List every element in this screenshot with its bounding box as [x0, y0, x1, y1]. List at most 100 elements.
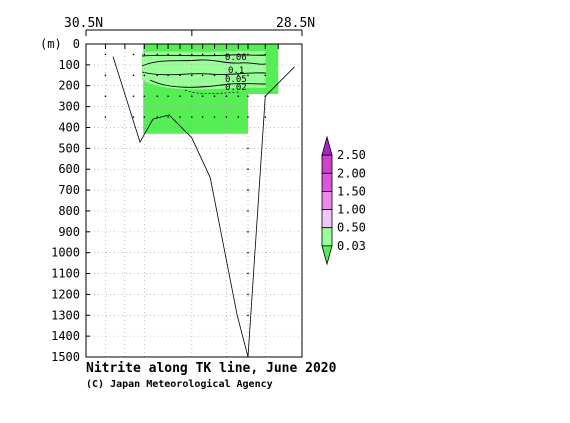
colorbar-label: 0.50 [337, 221, 366, 235]
plot-area: 0 100 200 300 400 500 600 700 800 900 1000 1100 1200… [51, 29, 303, 364]
y-tick-label: 200 [58, 79, 80, 93]
colorbar-segment [321, 227, 333, 247]
sample-point [247, 251, 249, 254]
sample-point [225, 74, 228, 77]
sample-point [201, 95, 204, 97]
sample-point [132, 116, 135, 118]
sample-point [191, 95, 193, 97]
colorbar-label: 1.00 [337, 203, 366, 217]
y-tick-label: 300 [58, 100, 80, 114]
sample-point [132, 95, 135, 97]
sample-point [156, 74, 159, 77]
sample-point [247, 272, 249, 275]
x-end-label: 28.5N [276, 16, 315, 31]
sample-point [179, 116, 181, 118]
sample-point [201, 53, 204, 56]
y-tick-label: 800 [58, 204, 80, 218]
sample-point [143, 74, 146, 77]
colorbar-segment [321, 209, 333, 229]
y-tick-label: 0 [73, 37, 80, 51]
sample-point [213, 116, 216, 118]
sample-point [213, 74, 216, 77]
sample-point [247, 189, 249, 191]
y-tick-label: 600 [58, 162, 80, 176]
sample-point [132, 53, 135, 56]
sample-point [143, 53, 146, 56]
sample-point [225, 95, 228, 97]
contour-line-4 [149, 79, 267, 88]
sample-point [104, 116, 107, 118]
credit-text: (C) Japan Meteorological Agency [86, 378, 273, 390]
sample-point [167, 116, 169, 118]
colorbar-arrow-top [321, 135, 333, 156]
plot-frame [85, 43, 303, 358]
y-tick-label: 400 [58, 120, 80, 134]
sample-point [264, 53, 267, 56]
sample-point [264, 116, 267, 118]
sample-point [213, 95, 216, 97]
sample-point [247, 116, 249, 118]
sample-point [237, 95, 240, 97]
chart-title: Nitrite along TK line, June 2020 [86, 361, 337, 376]
sample-point [191, 116, 193, 118]
sample-point [237, 53, 240, 56]
y-tick-label: 1000 [51, 246, 80, 260]
y-tick-label: 500 [58, 141, 80, 155]
colorbar: 2.50 2.00 1.50 1.00 0.50 0.03 [321, 135, 366, 266]
sample-point [132, 74, 135, 77]
colorbar-label: 1.50 [337, 184, 366, 198]
contour-label: 0.06 [225, 53, 247, 63]
sample-point [213, 53, 216, 56]
sample-point [247, 53, 249, 56]
colorbar-arrow-bottom [321, 245, 333, 266]
sample-point [247, 231, 249, 233]
sample-point [191, 53, 193, 56]
y-tick-label: 700 [58, 183, 80, 197]
y-ticks: 0 100 200 300 400 500 600 700 800 900 1000 1100 1200… [51, 37, 90, 364]
y-tick-label: 1300 [51, 308, 80, 322]
sample-point [156, 116, 159, 118]
colorbar-label: 2.50 [337, 148, 366, 162]
sample-point [156, 95, 159, 97]
sample-point [201, 74, 204, 77]
contour-label: 0.02 [225, 83, 247, 93]
sample-point [179, 74, 181, 77]
sample-point [247, 210, 249, 212]
sample-point [104, 53, 107, 56]
sample-point [167, 95, 169, 97]
contour-lines [141, 54, 267, 94]
contour-line-2 [141, 59, 267, 67]
sample-point [247, 95, 249, 97]
sample-point [167, 74, 169, 77]
colorbar-label: 0.03 [337, 239, 366, 253]
contour-label: 0.1 [228, 66, 244, 76]
y-tick-label: 1500 [51, 350, 80, 364]
colorbar-label: 2.00 [337, 166, 366, 180]
x-ticks [85, 29, 303, 49]
sample-point [247, 293, 249, 296]
sample-point [104, 74, 107, 77]
sample-point [225, 53, 228, 56]
colorbar-segment [321, 172, 333, 192]
sample-point [191, 74, 193, 77]
y-tick-label: 100 [58, 58, 80, 72]
sample-point [143, 95, 146, 97]
y-tick-label: 1200 [51, 287, 80, 301]
sample-point [143, 116, 146, 118]
sample-point [237, 74, 240, 77]
sample-point [167, 53, 169, 56]
sample-point [225, 116, 228, 118]
y-tick-label: 1400 [51, 329, 80, 343]
contour-line-3 [141, 71, 267, 76]
y-tick-label: 1100 [51, 267, 80, 281]
sample-point [247, 168, 249, 170]
colorbar-segment [321, 191, 333, 210]
sample-point [104, 95, 107, 97]
contour-line-1 [141, 54, 267, 57]
sample-point [237, 116, 240, 118]
contour-label: 0.05 [225, 75, 247, 85]
y-axis-label: (m) [40, 37, 62, 51]
y-tick-label: 900 [58, 225, 80, 239]
sample-point [156, 53, 159, 56]
